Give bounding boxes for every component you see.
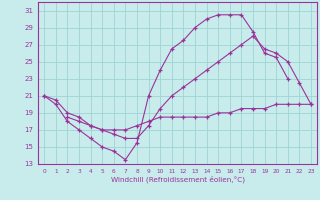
X-axis label: Windchill (Refroidissement éolien,°C): Windchill (Refroidissement éolien,°C) xyxy=(111,175,244,183)
